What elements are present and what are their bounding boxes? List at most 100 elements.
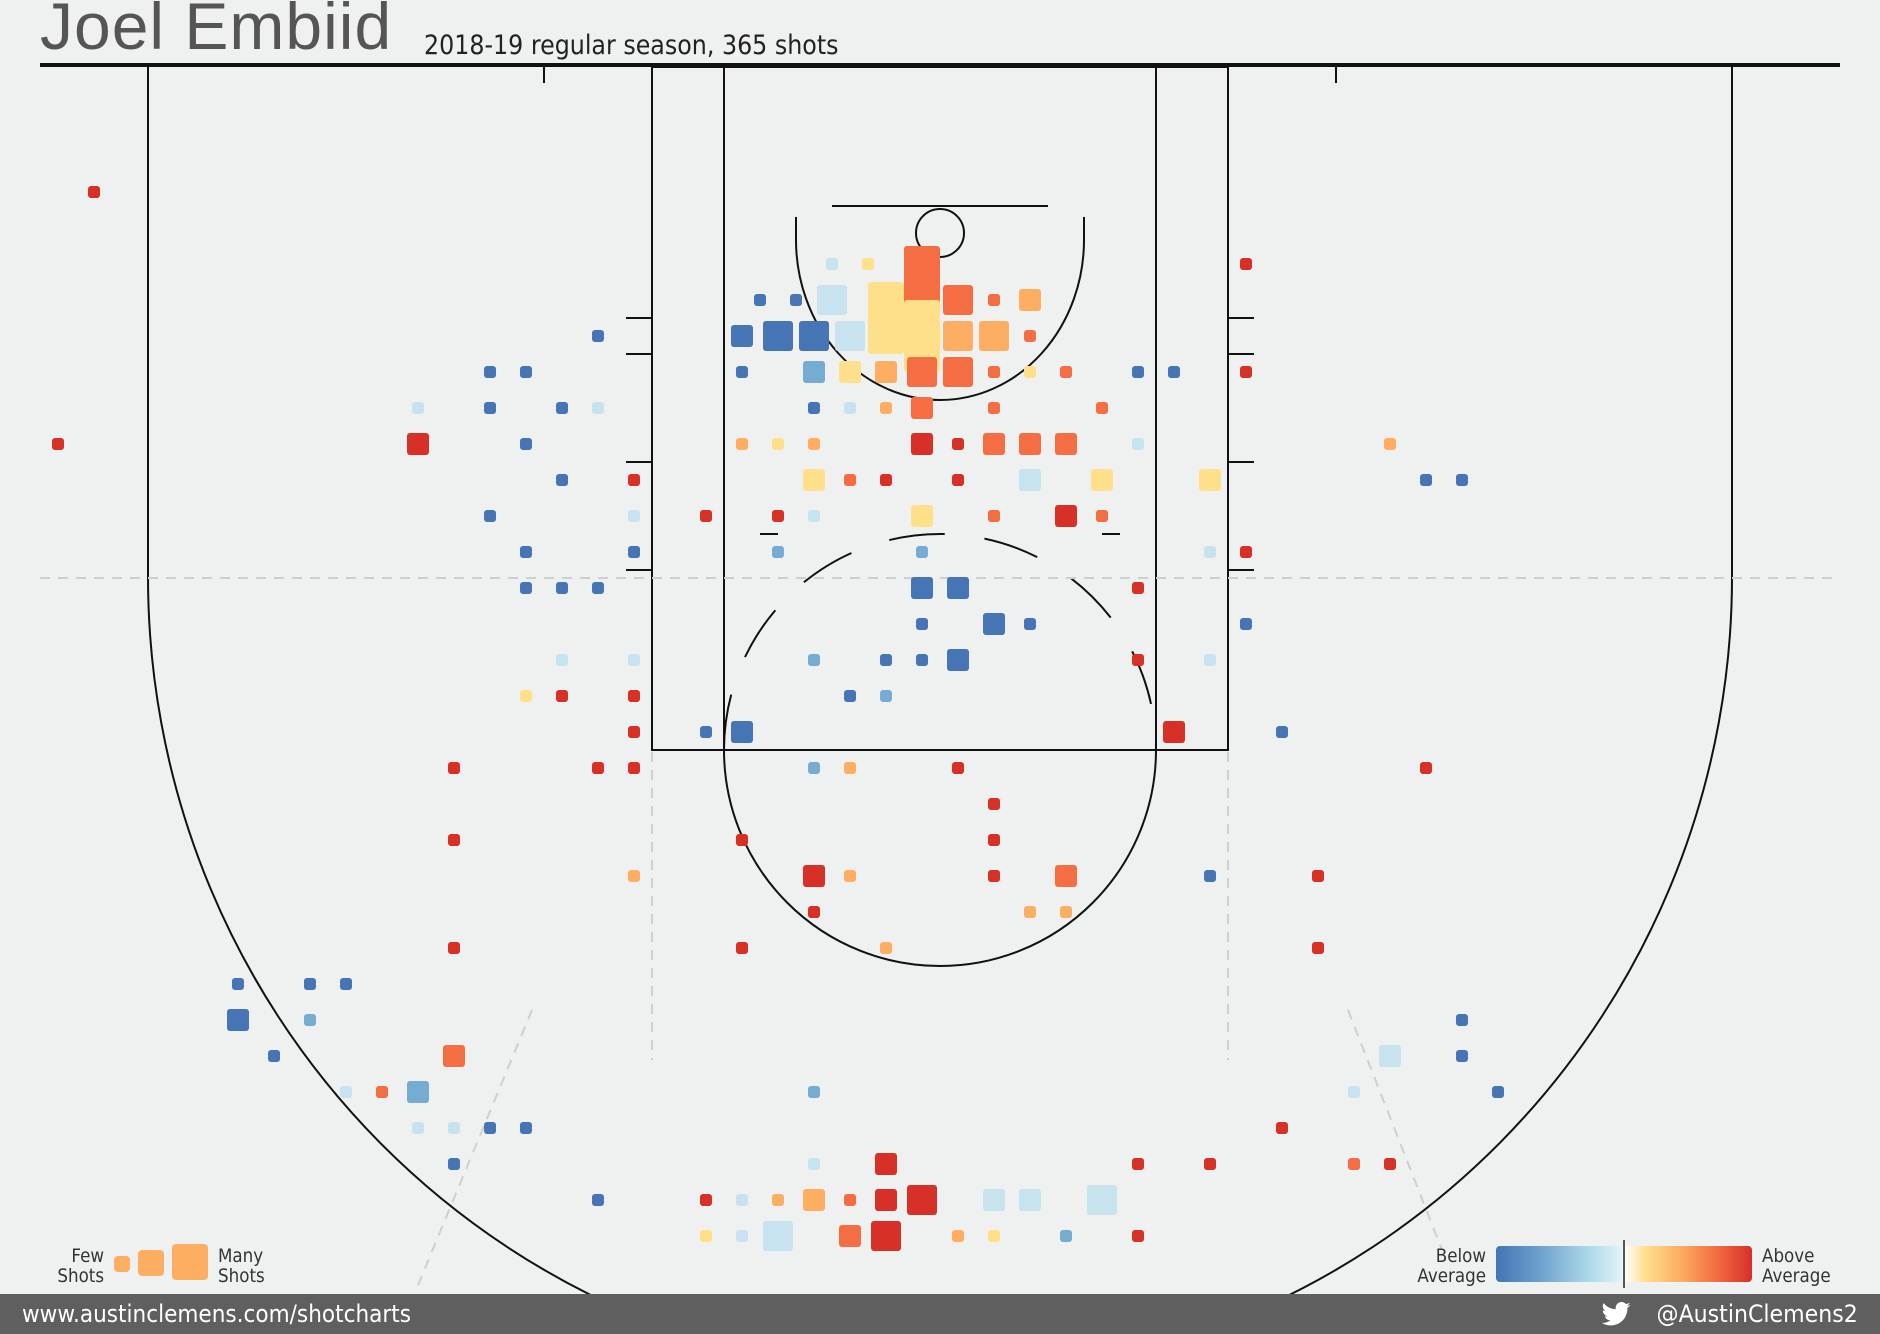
shot-cell [1240,258,1252,270]
twitter-handle[interactable]: @AustinClemens2 [1601,1300,1858,1328]
shot-cells [52,186,1504,1251]
shot-cell [628,474,640,486]
free-throw-arc-top [723,533,1157,751]
shot-cell [520,582,532,594]
shot-cell [1132,654,1144,666]
shot-cell [484,366,496,378]
shot-cell [988,870,1000,882]
shot-cell [1420,474,1432,486]
shot-cell [880,654,892,666]
shot-cell [952,1230,964,1242]
shot-cell [983,433,1005,455]
shot-cell [844,870,856,882]
shot-cell [340,1086,352,1098]
shot-cell [911,577,933,599]
shot-cell [556,690,568,702]
shot-cell [904,300,940,372]
shot-cell [983,1189,1005,1211]
shot-cell [1204,870,1216,882]
shot-cell [1091,469,1113,491]
shot-cell [844,402,856,414]
shot-cell [911,505,933,527]
shot-cell [736,438,748,450]
shot-cell [736,942,748,954]
page-title: Joel Embiid [40,0,393,63]
shot-cell [1132,1158,1144,1170]
shot-cell [592,402,604,414]
shot-cell [871,1221,901,1251]
shot-cell [1204,546,1216,558]
shot-cell [376,1086,388,1098]
shot-cell [808,654,820,666]
shot-cell [772,510,784,522]
shot-cell [520,1122,532,1134]
shot-cell [448,1158,460,1170]
shot-cell [844,762,856,774]
shot-cell [911,397,933,419]
shot-cell [700,1194,712,1206]
shot-cell [880,942,892,954]
shot-cell [1240,366,1252,378]
shot-cell [520,546,532,558]
shot-cell [943,285,973,315]
shot-cell [844,690,856,702]
shot-cell [808,1158,820,1170]
three-point-arc [147,576,1733,1334]
shot-cell [1163,721,1185,743]
shot-cell [1055,433,1077,455]
shot-cell [988,294,1000,306]
shot-cell [916,618,928,630]
shot-cell [988,834,1000,846]
shot-cell [1312,942,1324,954]
shot-cell [628,726,640,738]
shot-cell [916,654,928,666]
shot-cell [628,870,640,882]
shot-cell [988,366,1000,378]
shot-cell [988,510,1000,522]
shot-cell [947,649,969,671]
shot-cell [772,546,784,558]
shot-cell [268,1050,280,1062]
shot-cell [448,834,460,846]
shot-cell [754,294,766,306]
shot-cell [943,357,973,387]
shot-cell [880,690,892,702]
website-link[interactable]: www.austinclemens.com/shotcharts [22,1300,411,1328]
shot-cell [412,402,424,414]
shot-cell [772,1194,784,1206]
shot-cell [1492,1086,1504,1098]
shot-cell [556,474,568,486]
shot-cell [1024,366,1036,378]
shot-cell [808,762,820,774]
shot-cell [520,366,532,378]
shot-cell [628,546,640,558]
shot-cell [407,1081,429,1103]
shot-cell [1132,438,1144,450]
shot-cell [979,321,1009,351]
shot-cell [700,726,712,738]
shot-cell [1204,1158,1216,1170]
shot-cell [484,1122,496,1134]
shot-cell [839,1225,861,1247]
shot-cell [808,402,820,414]
shot-cell [1055,865,1077,887]
shot-cell [790,294,802,306]
shot-cell [592,762,604,774]
shot-cell [808,510,820,522]
shot-cell [592,582,604,594]
page-subtitle: 2018-19 regular season, 365 shots [424,30,839,61]
shot-cell [1348,1158,1360,1170]
legend-size-large [172,1244,208,1280]
shot-cell [916,546,928,558]
shot-cell [628,654,640,666]
shot-cell [407,433,429,455]
shot-cell [772,438,784,450]
shot-cell [52,438,64,450]
shot-cell [803,361,825,383]
shot-cell [1240,618,1252,630]
shot-cell [1384,438,1396,450]
shot-cell [1019,433,1041,455]
restricted-area [795,217,1085,401]
shot-cell [808,438,820,450]
legend-size-medium [138,1250,164,1276]
